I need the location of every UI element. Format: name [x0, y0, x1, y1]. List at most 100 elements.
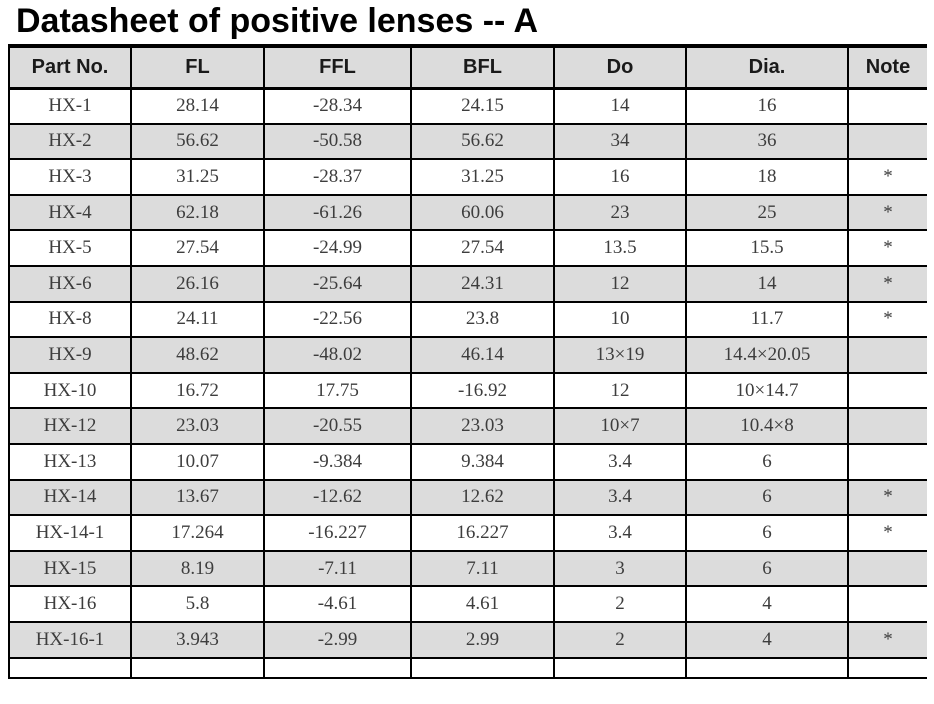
part-no-cell: HX-16-1 [8, 620, 132, 659]
table-row: HX-12 23.03 -20.55 23.03 10×7 10.4×8 [8, 407, 927, 445]
header-row: Part No. FL FFL BFL Do Dia. Note [8, 45, 927, 90]
dia-cell: 14 [685, 264, 849, 303]
bfl-cell: 7.11 [410, 549, 555, 588]
bfl-cell: 2.99 [410, 620, 555, 659]
fl-cell: 24.11 [130, 300, 265, 339]
part-no-cell: HX-13 [8, 442, 132, 481]
fl-cell: 17.264 [130, 514, 265, 552]
do-cell: 14 [553, 87, 687, 125]
note-cell: * [847, 158, 927, 196]
dia-cell: 36 [685, 122, 849, 161]
table-row: HX-14-1 17.264 -16.227 16.227 3.4 6 * [8, 514, 927, 552]
table-row: HX-10 16.72 17.75 -16.92 12 10×14.7 [8, 371, 927, 410]
fl-cell: 26.16 [130, 264, 265, 303]
dia-cell: 15.5 [685, 229, 849, 267]
table-row: HX-6 26.16 -25.64 24.31 12 14 * [8, 264, 927, 303]
ffl-cell: -28.37 [263, 158, 412, 196]
note-cell [847, 122, 927, 161]
dia-cell: 4 [685, 585, 849, 623]
ffl-cell: -25.64 [263, 264, 412, 303]
do-cell: 3.4 [553, 478, 687, 517]
table-row: HX-9 48.62 -48.02 46.14 13×19 14.4×20.05 [8, 336, 927, 374]
do-cell: 12 [553, 264, 687, 303]
part-no-cell: HX-3 [8, 158, 132, 196]
note-cell [847, 407, 927, 445]
fl-cell: 8.19 [130, 549, 265, 588]
ffl-cell: -48.02 [263, 336, 412, 374]
bfl-cell: 24.15 [410, 87, 555, 125]
dia-cell: 16 [685, 87, 849, 125]
bfl-cell: 31.25 [410, 158, 555, 196]
fl-cell [130, 656, 265, 679]
ffl-cell: -61.26 [263, 193, 412, 232]
part-no-cell: HX-15 [8, 549, 132, 588]
dia-cell: 6 [685, 549, 849, 588]
dia-cell: 6 [685, 478, 849, 517]
bfl-cell: 56.62 [410, 122, 555, 161]
dia-cell: 10×14.7 [685, 371, 849, 410]
part-no-cell: HX-10 [8, 371, 132, 410]
part-no-cell: HX-9 [8, 336, 132, 374]
table-row: HX-5 27.54 -24.99 27.54 13.5 15.5 * [8, 229, 927, 267]
note-cell: * [847, 300, 927, 339]
table-row: HX-2 56.62 -50.58 56.62 34 36 [8, 122, 927, 161]
table-body: HX-1 28.14 -28.34 24.15 14 16 HX-2 56.62 -50.58 5… [8, 87, 927, 679]
fl-cell: 3.943 [130, 620, 265, 659]
do-cell: 3 [553, 549, 687, 588]
ffl-cell: -24.99 [263, 229, 412, 267]
note-cell [847, 549, 927, 588]
fl-cell: 48.62 [130, 336, 265, 374]
part-no-cell: HX-4 [8, 193, 132, 232]
note-cell [847, 585, 927, 623]
column-header-bfl: BFL [410, 45, 555, 90]
dia-cell: 6 [685, 514, 849, 552]
bfl-cell: 9.384 [410, 442, 555, 481]
dia-cell: 18 [685, 158, 849, 196]
fl-cell: 5.8 [130, 585, 265, 623]
bfl-cell: 60.06 [410, 193, 555, 232]
dia-cell: 25 [685, 193, 849, 232]
note-cell: * [847, 193, 927, 232]
part-no-cell: HX-14 [8, 478, 132, 517]
ffl-cell: -9.384 [263, 442, 412, 481]
do-cell [553, 656, 687, 679]
bfl-cell [410, 656, 555, 679]
fl-cell: 10.07 [130, 442, 265, 481]
dia-cell [685, 656, 849, 679]
table-row: HX-1 28.14 -28.34 24.15 14 16 [8, 87, 927, 125]
note-cell: * [847, 229, 927, 267]
do-cell: 16 [553, 158, 687, 196]
ffl-cell: -50.58 [263, 122, 412, 161]
part-no-cell: HX-16 [8, 585, 132, 623]
ffl-cell: -12.62 [263, 478, 412, 517]
part-no-cell: HX-8 [8, 300, 132, 339]
dia-cell: 11.7 [685, 300, 849, 339]
ffl-cell: -16.227 [263, 514, 412, 552]
ffl-cell: 17.75 [263, 371, 412, 410]
note-cell [847, 656, 927, 679]
fl-cell: 23.03 [130, 407, 265, 445]
part-no-cell: HX-14-1 [8, 514, 132, 552]
part-no-cell: HX-12 [8, 407, 132, 445]
bfl-cell: 24.31 [410, 264, 555, 303]
note-cell [847, 442, 927, 481]
do-cell: 34 [553, 122, 687, 161]
part-no-cell: HX-1 [8, 87, 132, 125]
note-cell: * [847, 620, 927, 659]
note-cell: * [847, 264, 927, 303]
do-cell: 3.4 [553, 514, 687, 552]
ffl-cell: -4.61 [263, 585, 412, 623]
do-cell: 2 [553, 585, 687, 623]
part-no-cell [8, 656, 132, 679]
do-cell: 3.4 [553, 442, 687, 481]
table-row: HX-13 10.07 -9.384 9.384 3.4 6 [8, 442, 927, 481]
do-cell: 12 [553, 371, 687, 410]
part-no-cell: HX-2 [8, 122, 132, 161]
fl-cell: 31.25 [130, 158, 265, 196]
bfl-cell: -16.92 [410, 371, 555, 410]
ffl-cell: -28.34 [263, 87, 412, 125]
ffl-cell: -2.99 [263, 620, 412, 659]
bfl-cell: 16.227 [410, 514, 555, 552]
ffl-cell: -7.11 [263, 549, 412, 588]
